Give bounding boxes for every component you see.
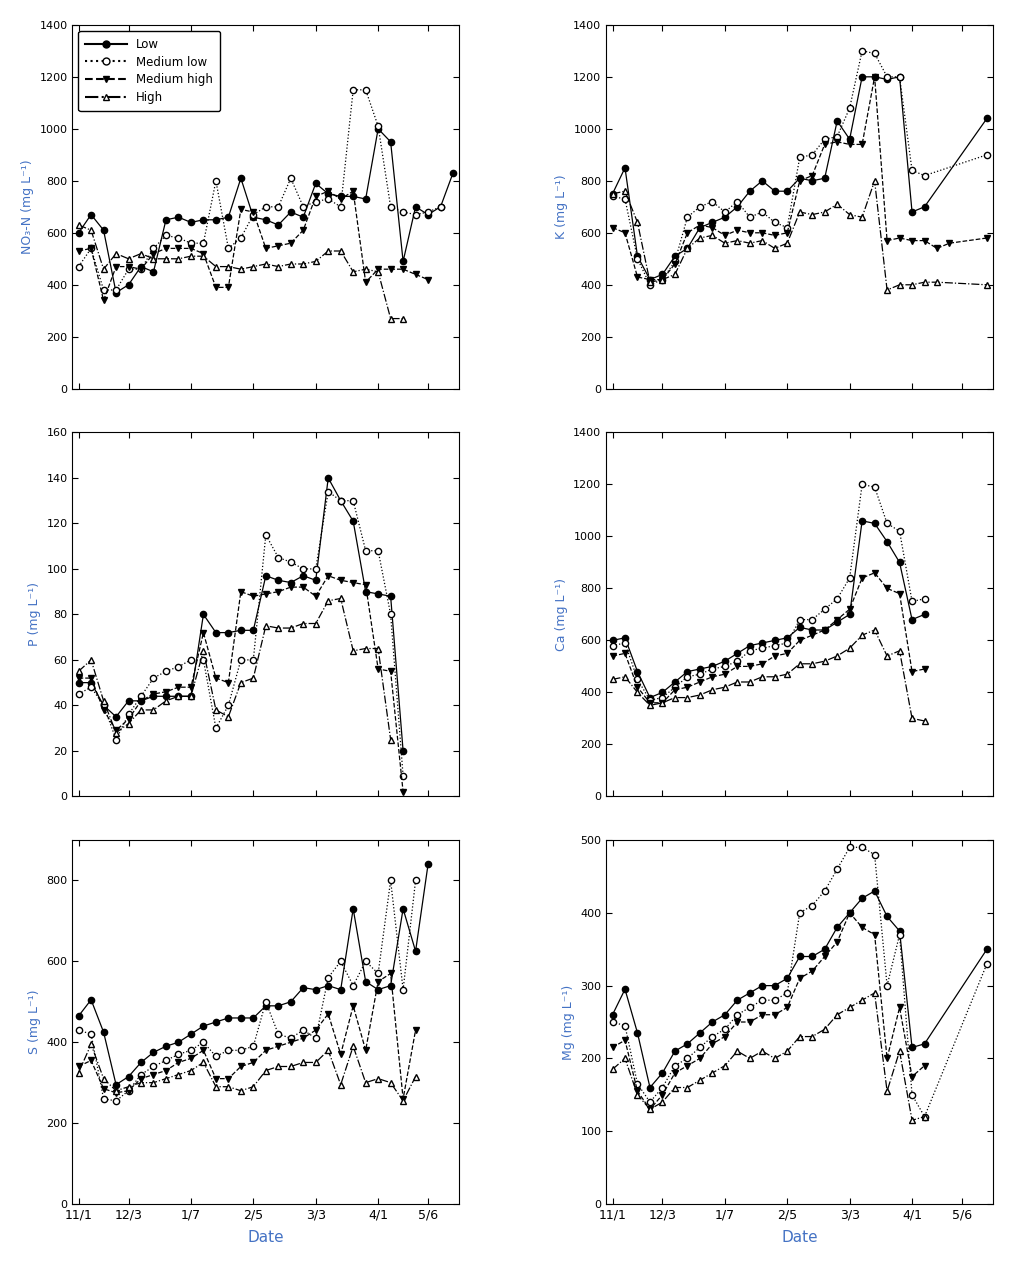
- Y-axis label: P (mg L⁻¹): P (mg L⁻¹): [27, 582, 41, 647]
- Y-axis label: Ca (mg L⁻¹): Ca (mg L⁻¹): [555, 577, 568, 651]
- Y-axis label: Mg (mg L⁻¹): Mg (mg L⁻¹): [562, 985, 575, 1060]
- Legend: Low, Medium low, Medium high, High: Low, Medium low, Medium high, High: [78, 30, 220, 111]
- X-axis label: Date: Date: [782, 1231, 818, 1246]
- Y-axis label: K (mg L⁻¹): K (mg L⁻¹): [555, 175, 568, 239]
- Y-axis label: S (mg L⁻¹): S (mg L⁻¹): [27, 990, 41, 1055]
- Y-axis label: NO₃-N (mg L⁻¹): NO₃-N (mg L⁻¹): [21, 160, 33, 254]
- X-axis label: Date: Date: [247, 1231, 284, 1246]
